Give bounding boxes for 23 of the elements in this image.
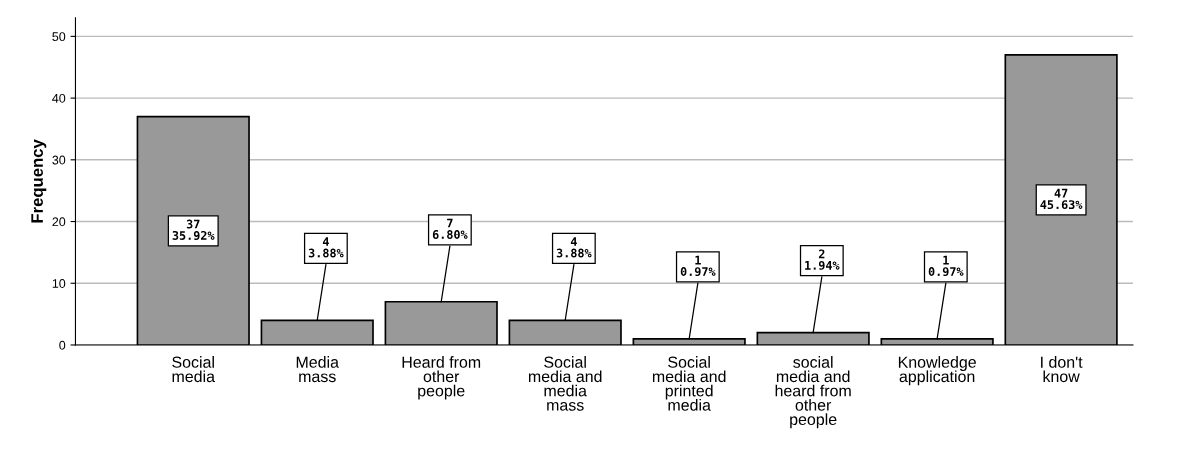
x-tick-label: social media and heard from other people [775,356,851,429]
y-tick-label: 20 [52,217,66,227]
data-label: 2 1.94% [805,249,840,270]
y-tick-label: 40 [52,93,66,103]
x-tick-label: Knowledge application [898,356,976,386]
data-label: 4 3.88% [556,237,592,258]
data-label: 1 0.97% [680,255,716,277]
data-label: 47 45.63% [1040,188,1083,210]
x-tick-label: Media mass [296,356,339,383]
x-tick-label: Social media and printed media [652,356,726,411]
y-tick-label: 50 [52,32,66,42]
data-label: 7 6.80% [432,218,468,239]
y-tick-label: 10 [52,279,66,288]
x-tick-label: Social media [172,356,215,383]
x-tick-label: Heard from other people [402,356,481,400]
y-tick-label: 0 [59,340,66,350]
x-tick-label: Social media and media mass [528,356,602,411]
data-label: 4 3.88% [308,237,344,258]
y-axis-title: Frequency [31,139,47,223]
data-label: 1 0.97% [928,255,964,277]
x-tick-label: I don't know [1041,356,1083,383]
data-label: 37 35.92% [172,219,215,240]
y-tick-label: 30 [52,155,66,165]
